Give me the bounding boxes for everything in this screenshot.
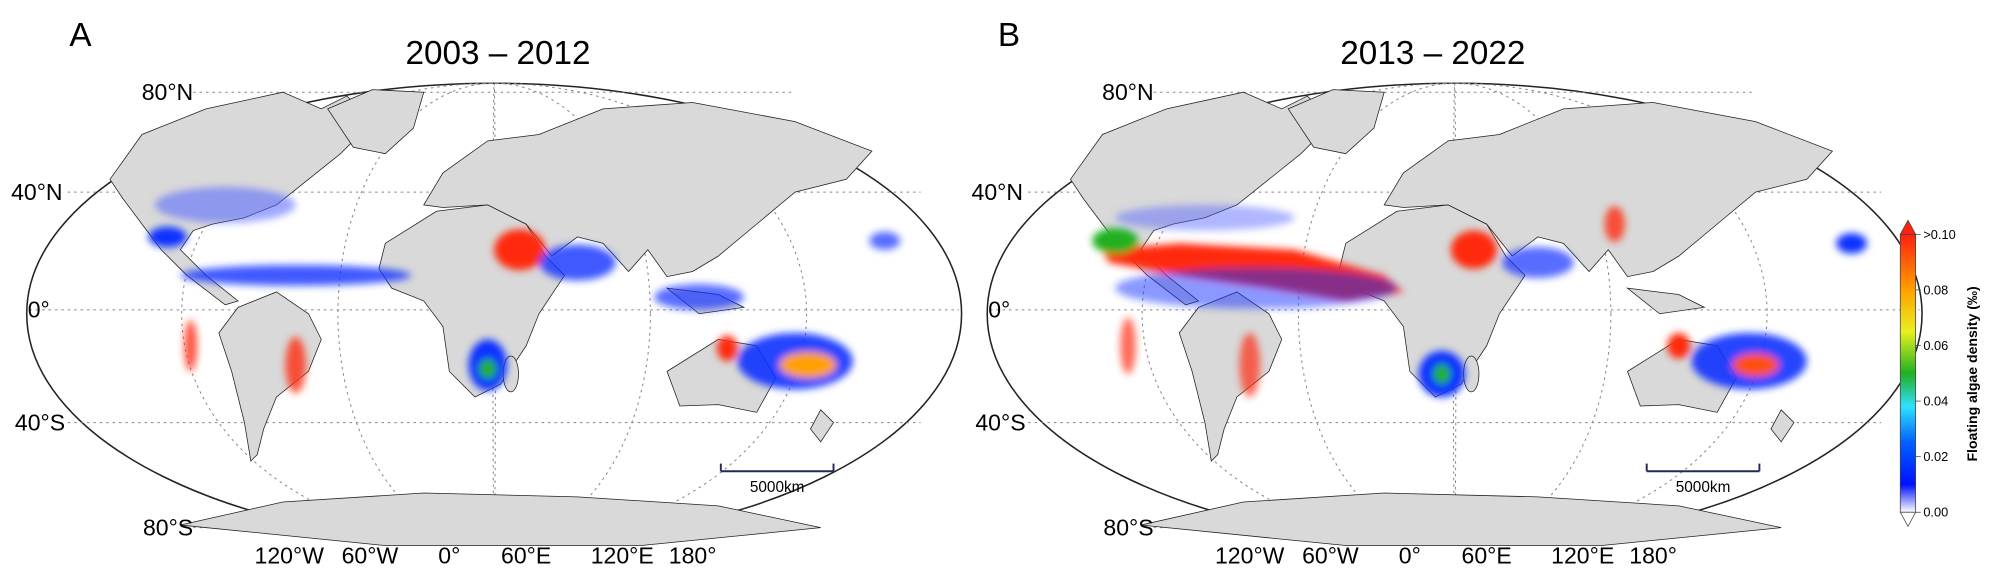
latitude-label: 80°N xyxy=(142,79,194,105)
colorbar-tick-label: 0.00 xyxy=(1923,505,1948,520)
latitude-label: 0° xyxy=(988,297,1010,323)
longitude-label: 180° xyxy=(669,542,717,568)
panel-title: 2013 – 2022 xyxy=(1340,35,1525,72)
panel-letter: B xyxy=(998,17,1020,54)
colorbar-tick-label: >0.10 xyxy=(1923,227,1955,242)
scale-bar-label: 5000km xyxy=(1676,479,1731,496)
colorbar-tick-label: 0.06 xyxy=(1923,338,1948,353)
longitude-label: 0° xyxy=(438,542,460,568)
longitude-label: 60°W xyxy=(1302,542,1359,568)
colorbar-tick-label: 0.04 xyxy=(1923,394,1948,409)
longitude-label: 60°E xyxy=(1462,542,1512,568)
latitude-label: 40°N xyxy=(972,179,1024,205)
map-panel: A 2003 – 2012 80°N 40°N 0° 40°S 80°S 120°W 60°W 0… xyxy=(11,17,963,568)
longitude-label: 180° xyxy=(1629,542,1677,568)
longitude-label: 60°E xyxy=(501,542,551,568)
latitude-label: 40°S xyxy=(15,409,65,435)
longitude-label: 60°W xyxy=(342,542,399,568)
longitude-label: 120°W xyxy=(1215,542,1285,568)
colorbar-tick-label: 0.02 xyxy=(1923,449,1948,464)
latitude-label: 0° xyxy=(28,297,50,323)
colorbar-ramp xyxy=(1899,233,1917,513)
colorbar-label: Floating algae density (‰) xyxy=(1964,286,1980,461)
longitude-label: 0° xyxy=(1399,542,1421,568)
latitude-label: 40°N xyxy=(11,179,63,205)
colorbar-extend xyxy=(1899,219,1917,235)
longitude-label: 120°E xyxy=(1551,542,1614,568)
longitude-label: 120°E xyxy=(591,542,654,568)
colorbar: Floating algae density (‰) 0.00 0.02 0.04 0… xyxy=(1899,219,1980,528)
colorbar-extend xyxy=(1899,511,1917,528)
latitude-label: 80°N xyxy=(1102,79,1154,105)
colorbar-tick-label: 0.08 xyxy=(1923,282,1948,297)
longitude-label: 120°W xyxy=(255,542,325,568)
scale-bar-label: 5000km xyxy=(750,479,805,496)
map-panel: B 2013 – 2022 80°N 40°N 0° 40°S 80°S 120°W 60°W 0… xyxy=(972,17,1923,568)
panel-letter: A xyxy=(69,17,92,54)
latitude-label: 80°S xyxy=(1103,514,1153,540)
algae-density xyxy=(1092,204,1867,397)
panel-title: 2003 – 2012 xyxy=(405,35,590,72)
algae-density xyxy=(148,186,901,394)
latitude-label: 80°S xyxy=(143,514,193,540)
latitude-label: 40°S xyxy=(975,409,1025,435)
